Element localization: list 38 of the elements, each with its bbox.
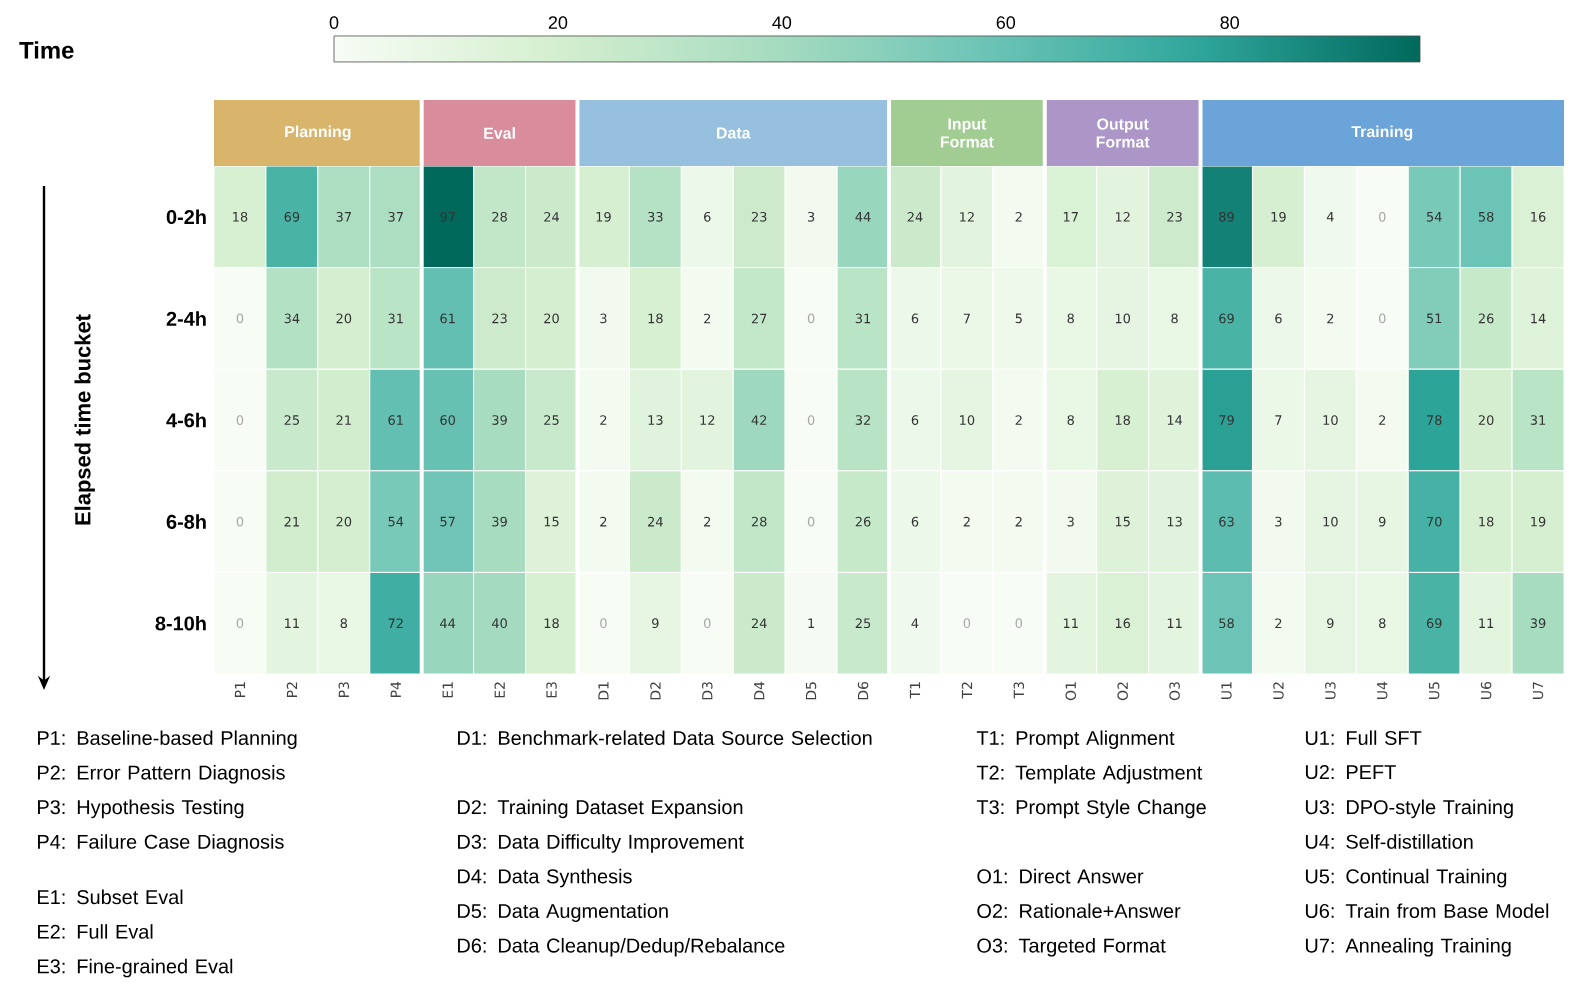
color-bar-title: Time (19, 41, 74, 59)
text: O1: Direct Answer (977, 868, 1144, 884)
y-tick-label: 0-2h (166, 209, 206, 225)
y-axis-title: Elapsed time bucket (74, 314, 95, 525)
text: D6: Data Cleanup/Dedup/Rebalance (458, 938, 785, 957)
text: E2: Full Eval (38, 924, 153, 939)
text: P2: Error Pattern Diagnosis (38, 765, 285, 784)
text: U3: DPO-style Training (1305, 799, 1513, 819)
text: U7: Annealing Training (1305, 938, 1511, 957)
color-bar-label: 60 (996, 16, 1016, 29)
text: U1: Full SFT (1305, 730, 1422, 746)
text: U6: Train from Base Model (1305, 903, 1549, 919)
text: E3: Fine-grained Eval (38, 958, 233, 978)
text: U5: Continual Training (1305, 868, 1507, 888)
text: U2: PEFT (1305, 765, 1396, 780)
text: P3: Hypothesis Testing (38, 799, 244, 819)
text: U4: Self-distillation (1305, 834, 1473, 849)
color-bar-label: 80 (1220, 16, 1239, 29)
y-tick-label: 2-4h (166, 311, 206, 326)
text: O3: Targeted Format (977, 938, 1166, 957)
color-bar-label: 20 (548, 16, 568, 29)
y-tick-label: 6-8h (166, 514, 206, 529)
text: E1: Subset Eval (38, 889, 183, 905)
text: D2: Training Dataset Expansion (458, 799, 743, 819)
text: P1: Baseline-based Planning (38, 730, 297, 749)
text: D5: Data Augmentation (458, 903, 668, 922)
text: T1: Prompt Alignment (976, 730, 1175, 749)
text: P4: Failure Case Diagnosis (38, 834, 284, 853)
y-tick-label: 8-10h (155, 615, 206, 631)
text: O2: Rationale+Answer (977, 903, 1181, 919)
text: D3: Data Difficulty Improvement (458, 834, 744, 853)
text: T2: Template Adjustment (976, 765, 1203, 784)
color-bar-label: 0 (329, 16, 339, 29)
text: D1: Benchmark-related Data Source Selection (458, 730, 872, 746)
text: T3: Prompt Style Change (976, 799, 1206, 819)
color-bar-label: 40 (772, 16, 792, 29)
y-tick-label: 4-6h (166, 412, 206, 428)
text: D4: Data Synthesis (458, 868, 632, 888)
